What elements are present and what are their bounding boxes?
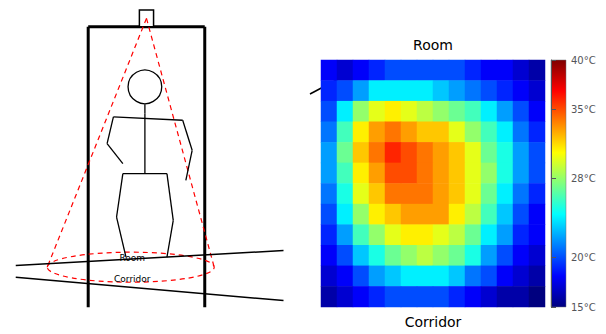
- svg-text:Corridor: Corridor: [405, 314, 462, 330]
- svg-text:15°C: 15°C: [571, 302, 596, 313]
- svg-text:Corridor: Corridor: [114, 274, 151, 284]
- svg-text:40°C: 40°C: [571, 55, 596, 66]
- svg-text:Room: Room: [413, 37, 453, 53]
- svg-text:35°C: 35°C: [571, 104, 596, 115]
- svg-text:20°C: 20°C: [571, 252, 596, 263]
- svg-text:28°C: 28°C: [571, 173, 596, 184]
- svg-text:Room: Room: [119, 253, 145, 263]
